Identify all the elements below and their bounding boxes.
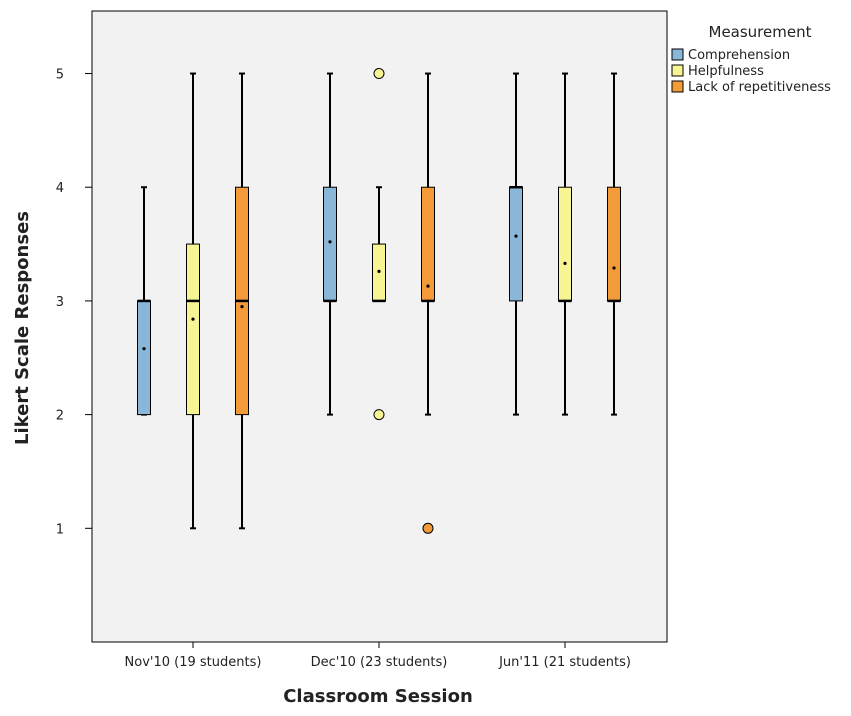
y-tick-label: 3	[56, 295, 64, 310]
x-tick-label: Dec'10 (23 students)	[311, 655, 448, 670]
outlier-point	[373, 409, 385, 421]
box-iqr	[421, 186, 435, 302]
y-axis: 1 2 3 4 5	[56, 68, 92, 537]
mean-marker	[426, 284, 430, 288]
box-series-group	[137, 68, 621, 534]
mean-marker	[612, 266, 616, 270]
box-helpfulness-1	[372, 68, 386, 421]
mean-marker	[563, 261, 567, 265]
legend-label: Helpfulness	[688, 64, 764, 79]
box-comprehension-2	[509, 72, 523, 416]
mean-marker	[142, 347, 146, 351]
legend-swatch	[671, 64, 684, 77]
box-iqr	[137, 300, 151, 416]
box-iqr	[323, 186, 337, 302]
legend-label: Comprehension	[688, 48, 790, 63]
y-tick-label: 1	[56, 522, 64, 537]
legend-swatch	[671, 80, 684, 93]
box-lack-of-repetitiveness-0	[235, 72, 249, 530]
box-lack-of-repetitiveness-1	[421, 72, 435, 534]
legend-swatch	[671, 48, 684, 61]
x-axis-label: Classroom Session	[283, 686, 473, 707]
box-comprehension-1	[323, 72, 337, 416]
outlier-point	[373, 68, 385, 80]
box-iqr	[186, 243, 200, 416]
mean-marker	[377, 269, 381, 273]
legend-title: Measurement	[709, 23, 812, 41]
box-iqr	[558, 186, 572, 302]
mean-marker	[240, 305, 244, 309]
mean-marker	[191, 317, 195, 321]
y-tick-label: 5	[56, 68, 64, 83]
x-tick-label: Nov'10 (19 students)	[125, 655, 262, 670]
legend: Measurement ComprehensionHelpfulnessLack…	[671, 23, 831, 95]
box-lack-of-repetitiveness-2	[607, 72, 621, 416]
plot-area	[91, 10, 668, 643]
x-tick-label: Jun'11 (21 students)	[498, 655, 631, 670]
box-iqr	[509, 186, 523, 302]
box-comprehension-0	[137, 186, 151, 416]
y-axis-label: Likert Scale Responses	[12, 211, 33, 445]
y-tick-label: 2	[56, 409, 64, 424]
legend-label: Lack of repetitiveness	[688, 80, 831, 95]
box-iqr	[607, 186, 621, 302]
mean-marker	[328, 240, 332, 244]
x-axis: Nov'10 (19 students) Dec'10 (23 students)…	[125, 642, 631, 670]
box-helpfulness-0	[186, 72, 200, 530]
outlier-point	[422, 522, 434, 534]
box-helpfulness-2	[558, 72, 572, 416]
y-tick-label: 4	[56, 181, 64, 196]
mean-marker	[514, 234, 518, 238]
